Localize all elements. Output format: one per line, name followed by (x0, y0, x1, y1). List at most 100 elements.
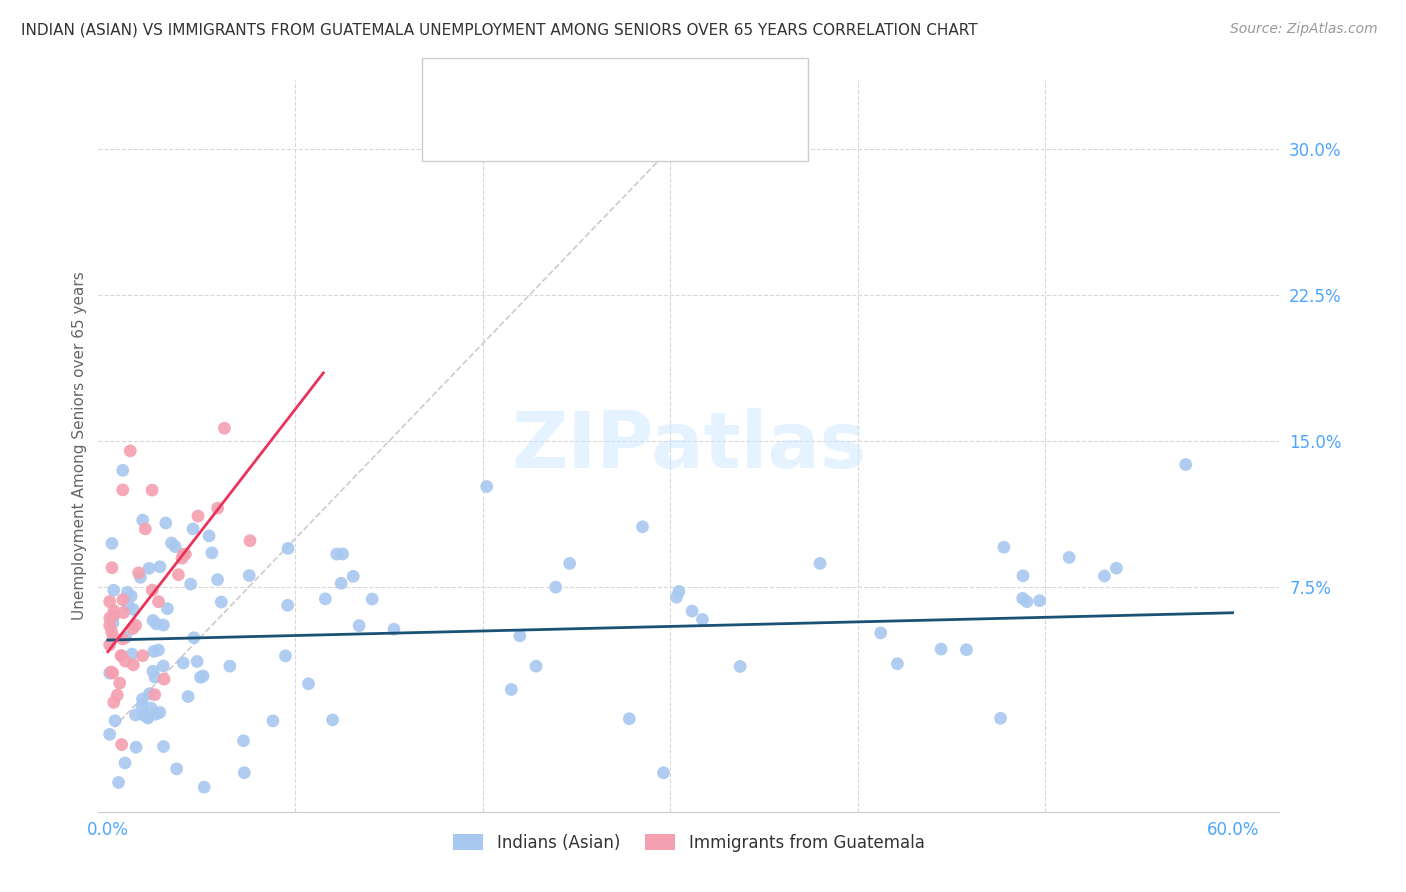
Point (993, 540, 1015, 554)
Point (143, 688, 166, 702)
Point (120, 589, 142, 603)
Point (219, 659, 242, 673)
Point (187, 509, 209, 524)
Point (136, 711, 159, 725)
Point (152, 618, 174, 632)
Point (509, 629, 531, 643)
Point (98, 618, 121, 632)
Point (558, 557, 581, 571)
Text: R =: R = (492, 122, 529, 140)
Point (631, 520, 654, 534)
Text: N =: N = (641, 122, 678, 140)
Point (98, 727, 121, 741)
Point (101, 615, 124, 630)
Point (148, 643, 170, 657)
Point (142, 614, 165, 628)
Point (277, 541, 299, 556)
Point (955, 642, 977, 657)
Point (100, 665, 122, 679)
Point (347, 618, 370, 632)
Point (152, 659, 174, 673)
Point (98, 638, 121, 652)
Point (111, 483, 134, 497)
Text: ZIPatlas: ZIPatlas (512, 408, 866, 484)
Point (233, 765, 256, 780)
Point (201, 546, 224, 560)
Point (325, 547, 347, 561)
Point (142, 665, 165, 679)
Text: N =: N = (641, 78, 678, 96)
Point (181, 522, 204, 536)
Text: INDIAN (ASIAN) VS IMMIGRANTS FROM GUATEMALA UNEMPLOYMENT AMONG SENIORS OVER 65 Y: INDIAN (ASIAN) VS IMMIGRANTS FROM GUATEM… (21, 22, 977, 37)
Point (131, 692, 153, 706)
Point (103, 583, 125, 598)
Point (330, 576, 353, 591)
Point (98, 594, 121, 608)
Point (132, 708, 155, 723)
Point (239, 533, 262, 548)
Point (652, 765, 675, 780)
Point (1028, 593, 1050, 607)
Text: 105: 105 (697, 78, 731, 96)
Point (142, 644, 165, 658)
Point (122, 602, 145, 616)
Point (103, 630, 125, 644)
Point (149, 559, 172, 574)
Point (124, 708, 146, 723)
Point (207, 501, 229, 516)
Bar (440, 115, 477, 147)
Point (238, 568, 260, 582)
Point (111, 463, 134, 477)
Point (183, 631, 205, 645)
Point (501, 682, 523, 697)
Legend: Indians (Asian), Immigrants from Guatemala: Indians (Asian), Immigrants from Guatema… (447, 827, 931, 858)
Point (100, 624, 122, 639)
Point (1105, 561, 1128, 575)
Point (692, 612, 714, 626)
Point (107, 775, 129, 789)
Point (173, 547, 195, 561)
Point (1057, 550, 1080, 565)
Point (132, 513, 155, 527)
Point (990, 711, 1012, 725)
Point (120, 443, 142, 458)
Point (152, 739, 174, 754)
Point (1174, 458, 1197, 472)
Point (114, 756, 136, 770)
Point (232, 733, 254, 747)
Point (191, 669, 214, 683)
Point (193, 780, 215, 794)
Point (111, 738, 134, 752)
Point (117, 585, 139, 599)
Point (668, 584, 690, 599)
Point (929, 642, 952, 657)
Point (167, 567, 190, 582)
Point (103, 609, 125, 624)
Point (145, 616, 167, 631)
Point (808, 557, 831, 571)
Point (103, 695, 125, 709)
Point (103, 604, 125, 618)
Point (332, 547, 354, 561)
Point (138, 561, 160, 575)
Point (138, 687, 160, 701)
Point (728, 659, 751, 673)
Point (214, 421, 236, 435)
Point (1092, 569, 1115, 583)
Point (122, 657, 145, 672)
Point (110, 648, 132, 663)
Point (114, 654, 136, 668)
Point (190, 670, 212, 684)
Point (166, 762, 188, 776)
Point (172, 656, 194, 670)
Point (129, 570, 152, 584)
Point (110, 648, 132, 663)
Text: Source: ZipAtlas.com: Source: ZipAtlas.com (1230, 22, 1378, 37)
Text: 0.673: 0.673 (548, 122, 600, 140)
Point (103, 608, 125, 623)
Point (145, 707, 167, 722)
Point (544, 580, 567, 594)
Point (524, 659, 547, 673)
Point (149, 706, 172, 720)
Point (475, 479, 498, 493)
